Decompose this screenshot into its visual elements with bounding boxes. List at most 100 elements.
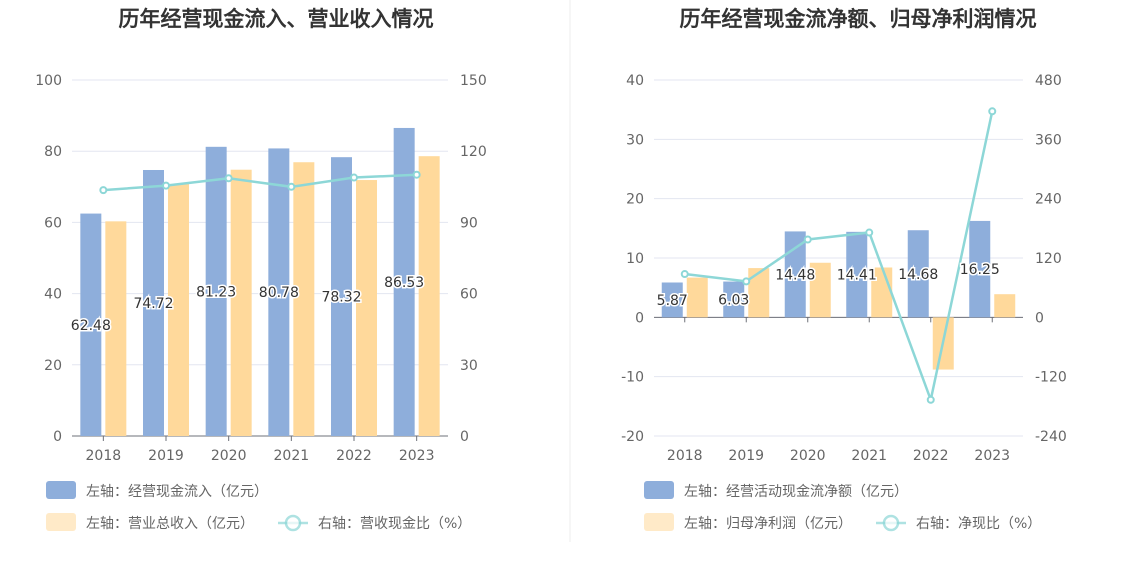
line-point [162,181,170,190]
line-point [287,182,296,191]
right-axis-tick-label: 120 [460,144,487,160]
bar-secondary [293,162,315,436]
legend-swatch-marker [882,514,900,532]
left-axis-tick-label: -20 [621,429,644,445]
bar-primary [80,213,102,436]
x-axis-tick-label: 2022 [336,448,372,464]
legend-swatch-marker [284,514,302,532]
data-label: 74.72 [133,296,173,312]
right-axis-tick-label: 0 [1035,310,1044,326]
left-axis-tick-label: 20 [44,358,62,374]
left-axis-tick-label: 10 [626,251,644,267]
left-axis-tick-label: 0 [635,310,644,326]
left-axis-tick-label: 0 [53,429,62,445]
right-axis-tick-label: 60 [460,287,478,303]
chart-2: 历年经营现金流净额、归母净利润情况 -20 -10 0 10 20 30 40 -240 -120… [621,7,1067,532]
bar-primary [143,169,164,436]
bar-primary [723,281,745,318]
data-label: 14.41 [837,268,877,284]
left-axis-tick-label: 60 [44,215,62,231]
bar-primary [331,157,352,437]
x-axis-tick-label: 2018 [86,448,122,464]
x-axis-tick-label: 2021 [274,448,310,464]
line-point [865,228,874,237]
bar-primary [907,230,929,318]
right-axis-tick-label: 240 [1035,192,1062,208]
data-label: 5.87 [657,293,688,309]
legend-label: 左轴：归母净利润（亿元） [684,515,852,532]
legend-label: 右轴：营收现金比（%） [318,516,471,532]
bar-secondary [356,180,377,436]
x-axis-tick-label: 2022 [913,448,949,464]
legend-swatch-bar [46,481,76,499]
legend-label: 左轴：营业总收入（亿元） [86,516,254,532]
legend-swatch-bar [46,513,76,531]
left-axis-tick-label: 40 [44,287,62,303]
data-label: 78.32 [321,290,361,306]
x-axis-tick-label: 2020 [790,448,826,464]
left-axis-tick-label: 20 [626,192,644,208]
right-axis-tick-label: 120 [1035,251,1062,267]
x-axis-tick-label: 2023 [399,448,435,464]
right-axis-tick-label: 90 [460,215,478,231]
bar-secondary [418,156,440,436]
line-point [99,186,108,195]
right-axis-tick-label: 0 [460,429,469,445]
left-axis-tick-label: 30 [626,132,644,148]
legend-label: 左轴：经营现金流入（亿元） [86,484,268,500]
chart-title: 历年经营现金流入、营业收入情况 [119,7,434,31]
right-axis-tick-label: 480 [1035,73,1062,89]
chart-title: 历年经营现金流净额、归母净利润情况 [680,7,1037,31]
x-axis-tick-label: 2020 [211,448,247,464]
data-label: 62.48 [71,318,111,334]
line-point [742,277,751,286]
legend-swatch-bar [644,513,674,531]
line-point [680,270,689,279]
right-axis-tick-label: 360 [1035,132,1062,148]
legend-swatch-bar [644,481,674,499]
right-axis-tick-label: 150 [460,73,487,89]
right-axis-tick-label: 30 [460,358,478,374]
line-point [350,173,358,182]
x-axis-tick-label: 2019 [148,448,184,464]
x-axis-tick-label: 2018 [667,448,703,464]
line-point [412,170,421,179]
data-label: 16.25 [960,262,1000,278]
bar-secondary [994,294,1016,318]
chart-1: 历年经营现金流入、营业收入情况 0 20 40 60 80 100 0 30 60 90 120 150… [35,7,486,532]
line-point [988,107,997,116]
series-line [684,111,994,405]
bar-primary [969,220,991,318]
bar-secondary [105,221,127,436]
bar-primary [268,148,290,436]
data-label: 14.48 [775,267,815,283]
bar-primary [205,146,227,436]
bar-secondary [168,183,189,436]
left-axis-tick-label: 40 [626,73,644,89]
bar-primary [393,127,415,437]
bar-primary [846,231,868,318]
data-label: 14.68 [898,267,938,283]
x-axis-tick-label: 2021 [851,448,887,464]
data-label: 80.78 [259,285,299,301]
bar-secondary [686,277,708,318]
line-point [926,395,935,404]
legend-label: 左轴：经营活动现金流净额（亿元） [684,484,908,500]
left-axis-tick-label: -10 [621,370,644,386]
x-axis-tick-label: 2019 [728,448,764,464]
left-axis-tick-label: 80 [44,144,62,160]
data-label: 6.03 [718,292,749,308]
line-point [803,235,812,244]
x-axis-tick-label: 2023 [974,448,1010,464]
data-label: 81.23 [196,284,236,300]
right-axis-tick-label: -240 [1035,429,1067,445]
bar-secondary [809,262,831,318]
data-label: 86.53 [384,275,424,291]
series-line [103,173,417,192]
left-axis-tick-label: 100 [35,73,62,89]
legend-label: 右轴：净现比（%） [916,516,1041,532]
bar-secondary [748,268,770,318]
bar-secondary [230,169,252,436]
